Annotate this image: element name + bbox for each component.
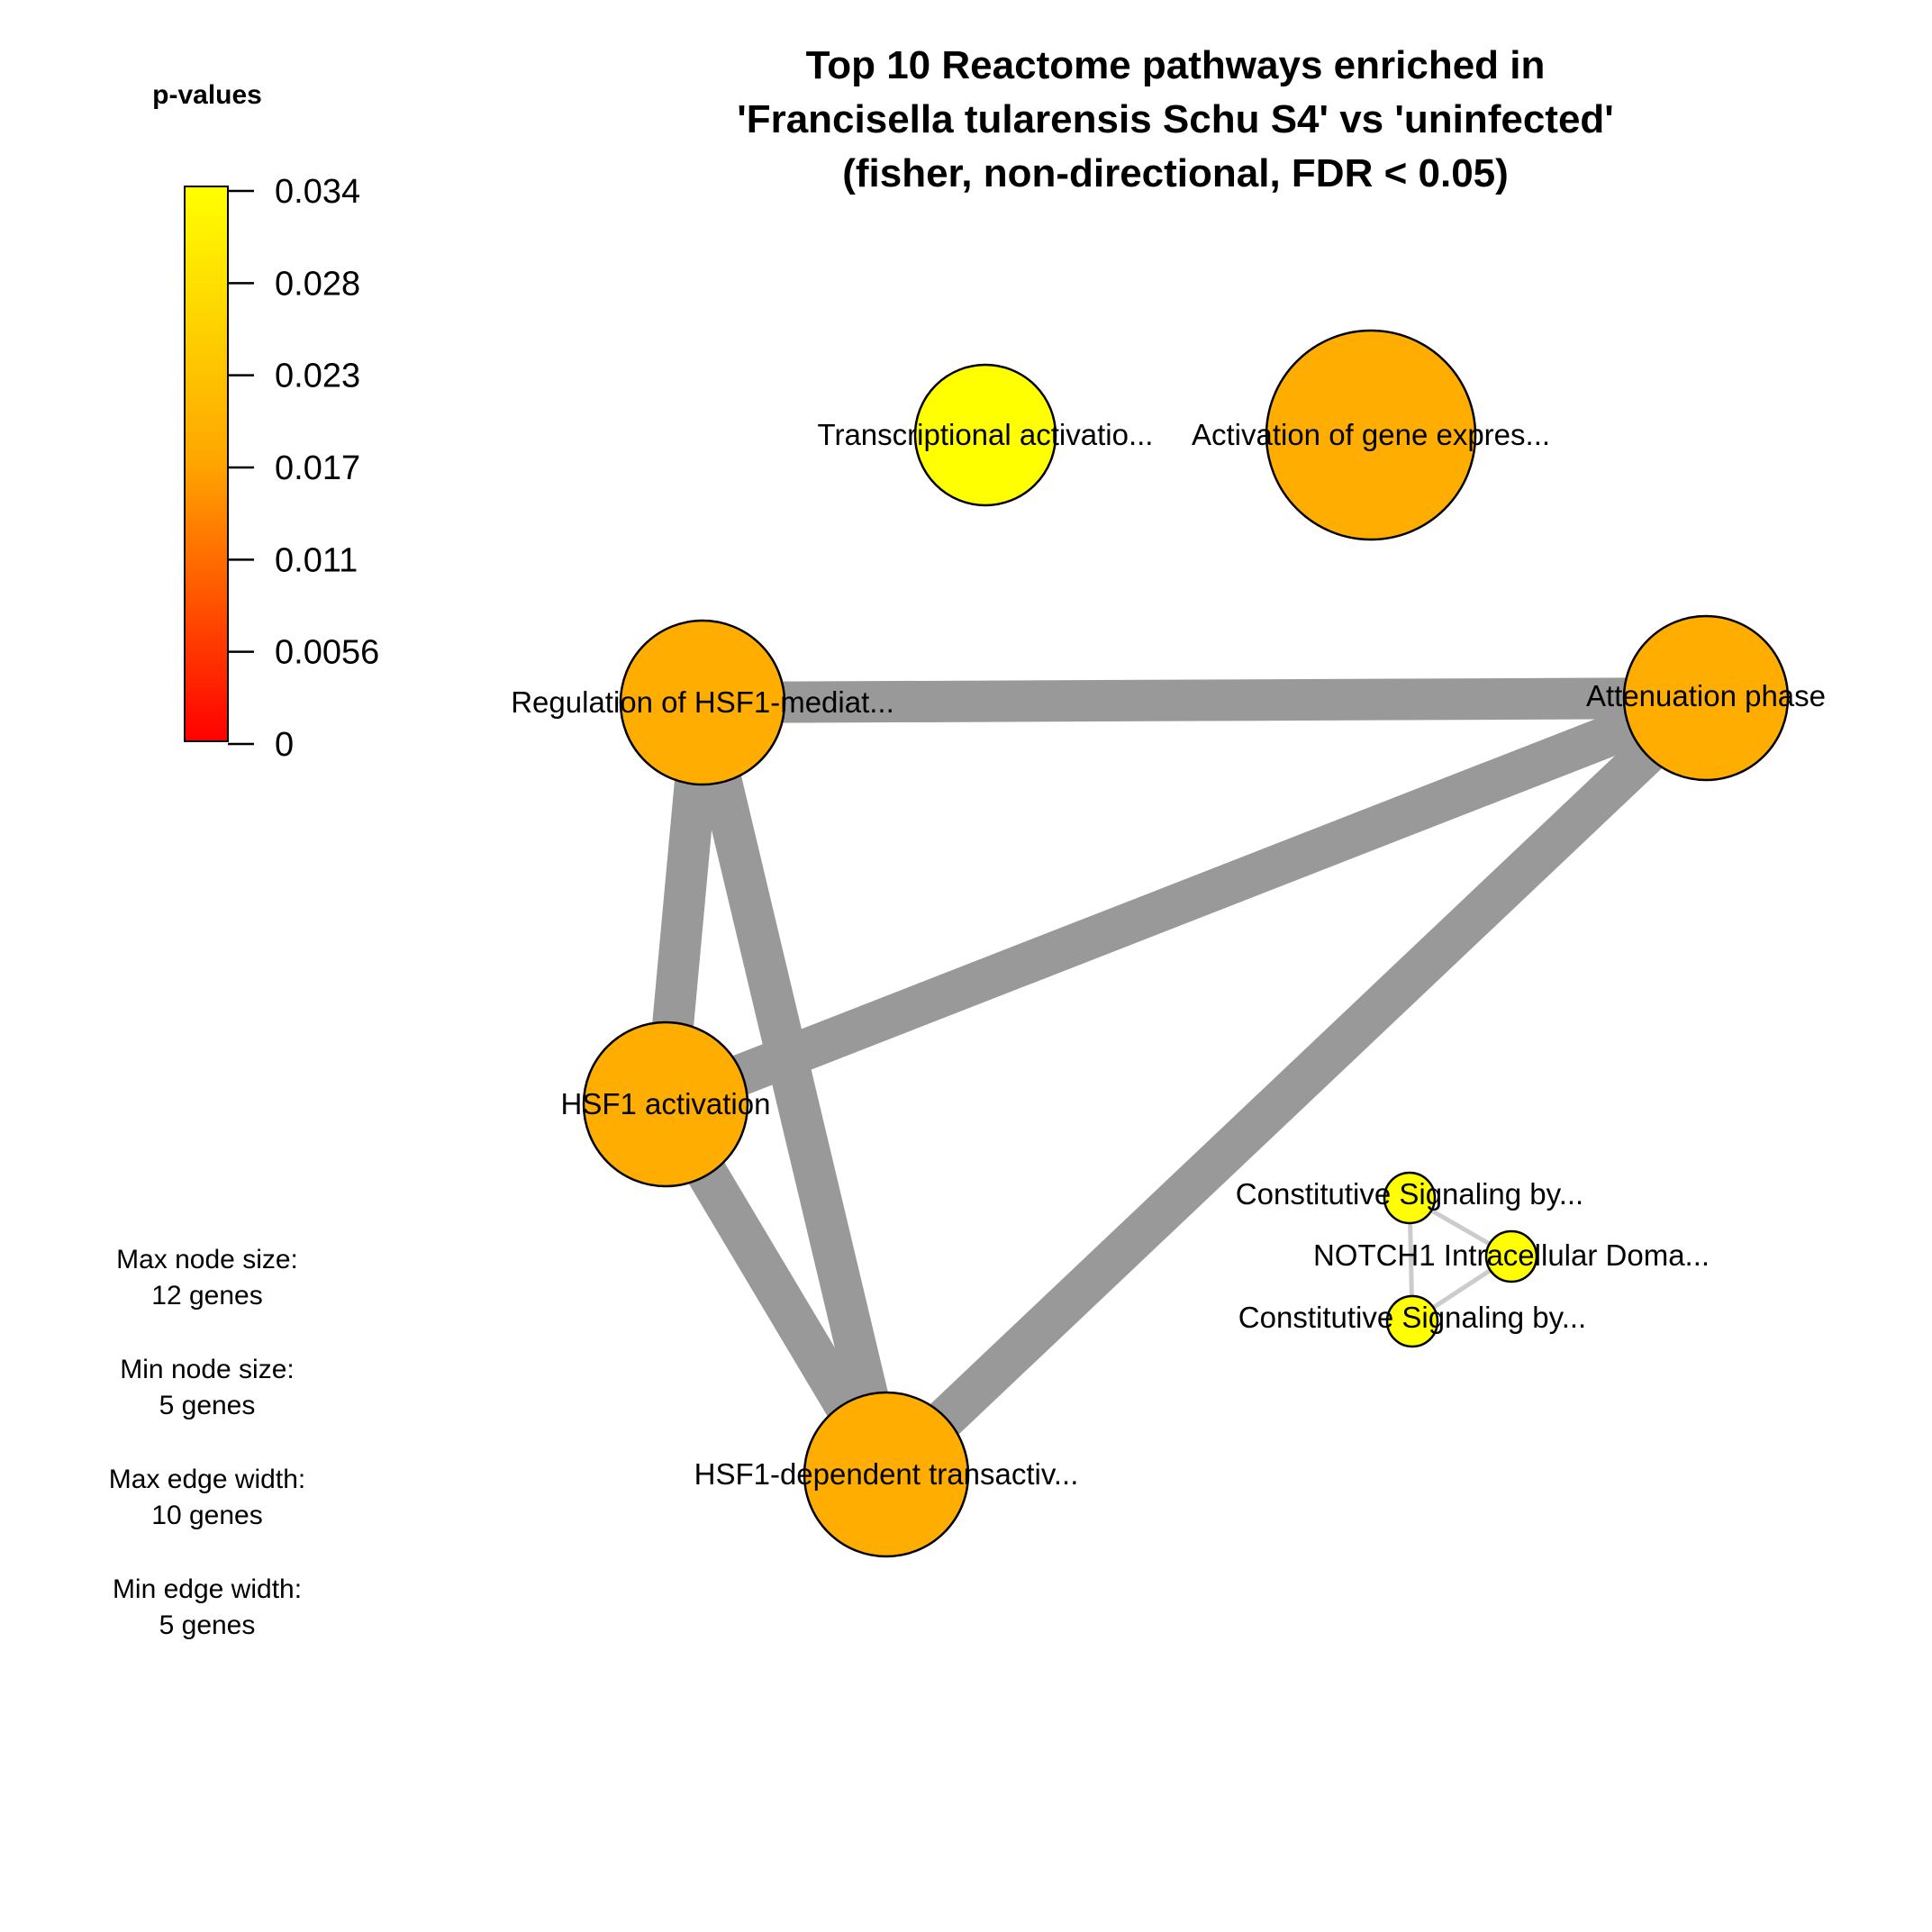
edge-attenuation-hsf1_dependent [872, 683, 1720, 1490]
node-label-attenuation: Attenuation phase [1586, 679, 1826, 712]
node-activation_gene [1265, 329, 1477, 541]
legend-colorbar [184, 186, 229, 742]
node-regulation_hsf1 [619, 619, 786, 786]
max-node-size-label: Max node size: [116, 1245, 298, 1274]
node-label-constitutive_2: Constitutive Signaling by... [1238, 1301, 1586, 1334]
node-label-hsf1_dependent: HSF1-dependent transactiv... [694, 1457, 1079, 1491]
legend-tick-label: 0.011 [275, 541, 358, 579]
node-hsf1_activation [582, 1020, 749, 1188]
min-node-size-value: 5 genes [159, 1391, 256, 1420]
title-line-1: Top 10 Reactome pathways enriched in [806, 43, 1546, 87]
legend-tick-label: 0.017 [275, 449, 360, 487]
min-node-size-label: Min node size: [120, 1355, 294, 1384]
edge-regulation_hsf1-attenuation [702, 677, 1707, 723]
figure-title: Top 10 Reactome pathways enriched in 'Fr… [737, 43, 1614, 195]
title-line-2: 'Francisella tularensis Schu S4' vs 'uni… [737, 97, 1614, 141]
node-transcriptional [913, 363, 1057, 507]
node-label-constitutive_1: Constitutive Signaling by... [1236, 1177, 1583, 1211]
min-edge-width-label: Min edge width: [113, 1574, 302, 1604]
network-nodes [582, 329, 1790, 1558]
edge-attenuation-hsf1_activation [658, 678, 1714, 1124]
node-label-regulation_hsf1: Regulation of HSF1-mediat... [511, 685, 894, 719]
size-info: Max node size: 12 genes Min node size: 5… [109, 1245, 305, 1640]
min-edge-width-value: 5 genes [159, 1610, 256, 1640]
max-node-size-value: 12 genes [151, 1281, 262, 1311]
network-edges [645, 677, 1720, 1490]
legend-title: p-values [152, 80, 262, 110]
node-label-transcriptional: Transcriptional activatio... [818, 418, 1154, 451]
legend-tick-label: 0 [275, 726, 294, 764]
node-constitutive_1 [1383, 1171, 1437, 1225]
node-label-activation_gene: Activation of gene expres... [1192, 418, 1550, 451]
legend-ticks: 0.034 0.028 0.023 0.017 0.011 0.0056 0 [228, 173, 379, 764]
network-node-labels: Transcriptional activatio... Activation o… [511, 418, 1826, 1491]
node-notch1 [1484, 1229, 1538, 1283]
max-edge-width-value: 10 genes [151, 1501, 262, 1530]
node-label-notch1: NOTCH1 Intracellular Doma... [1313, 1238, 1710, 1272]
legend-tick-label: 0.028 [275, 265, 360, 303]
edge-regulation_hsf1-hsf1_dependent [682, 697, 907, 1480]
legend-tick-label: 0.034 [275, 173, 360, 211]
node-hsf1_dependent [803, 1391, 970, 1558]
node-label-hsf1_activation: HSF1 activation [561, 1087, 771, 1120]
legend-tick-label: 0.0056 [275, 634, 379, 672]
pvalue-legend: p-values 0.034 0.028 0.023 0.017 0.011 0.0056… [152, 80, 379, 764]
node-constitutive_2 [1385, 1294, 1439, 1348]
title-line-3: (fisher, non-directional, FDR < 0.05) [842, 151, 1509, 195]
legend-tick-label: 0.023 [275, 358, 360, 395]
node-attenuation [1622, 614, 1790, 782]
max-edge-width-label: Max edge width: [109, 1465, 305, 1494]
